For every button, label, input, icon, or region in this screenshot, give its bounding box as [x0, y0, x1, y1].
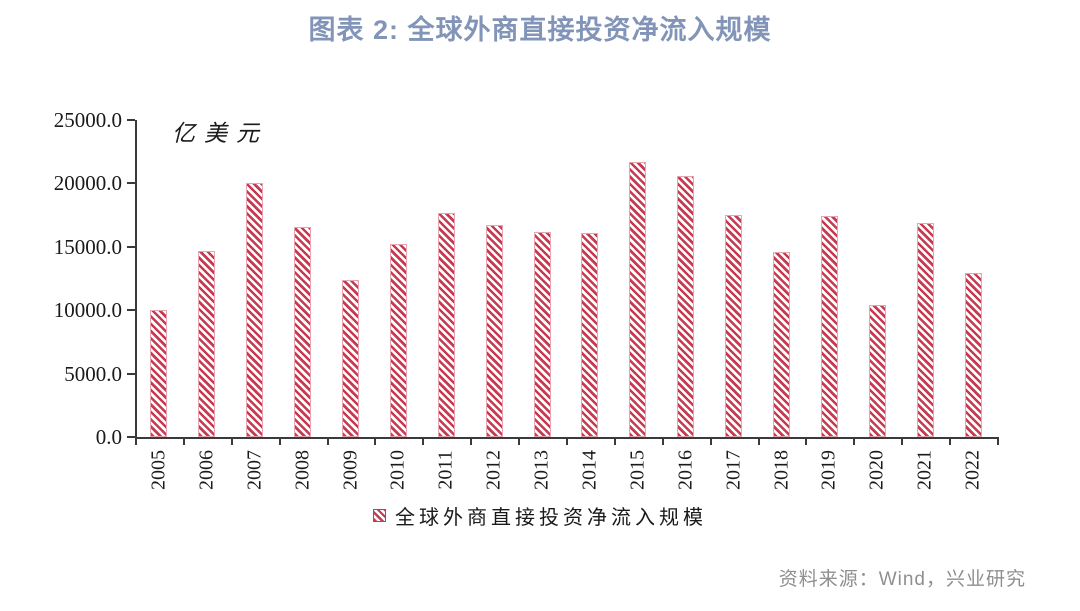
x-axis-label: 2013: [530, 450, 553, 490]
x-axis-label: 2007: [243, 450, 266, 490]
y-tick: [127, 436, 135, 438]
x-tick: [230, 439, 233, 445]
x-axis-label: 2012: [482, 450, 505, 490]
x-tick: [182, 439, 185, 445]
bar: [868, 305, 886, 437]
bar: [677, 175, 695, 437]
chart-title: 图表 2: 全球外商直接投资净流入规模: [308, 15, 772, 45]
x-axis-label: 2021: [913, 450, 936, 490]
bar: [964, 273, 982, 437]
x-axis-label: 2017: [722, 450, 745, 490]
legend-label: 全球外商直接投资净流入规模: [395, 507, 707, 529]
x-tick: [997, 439, 999, 445]
bar: [533, 231, 551, 437]
bar: [485, 225, 503, 437]
x-axis-label: 2020: [865, 450, 888, 490]
x-tick: [135, 439, 137, 445]
x-tick: [709, 439, 712, 445]
y-tick-label: 10000.0: [53, 298, 122, 323]
x-axis-label: 2006: [195, 450, 218, 490]
bar: [725, 215, 743, 437]
x-tick: [757, 439, 760, 445]
x-axis-label: 2018: [770, 450, 792, 490]
bar: [389, 244, 407, 437]
x-axis-label: 2016: [674, 450, 697, 490]
x-tick: [949, 439, 952, 445]
x-tick: [661, 439, 664, 445]
x-axis-label: 2014: [578, 450, 601, 490]
y-tick: [127, 245, 135, 248]
x-axis-label: 2005: [147, 450, 170, 490]
x-axis-label: 2019: [817, 450, 840, 490]
x-tick: [326, 439, 329, 445]
data-source-note: 资料来源：Wind，兴业研究: [778, 569, 1026, 590]
x-axis-label: 2015: [626, 450, 649, 490]
bar: [773, 251, 790, 437]
x-tick: [613, 439, 616, 445]
x-tick: [518, 439, 521, 445]
x-axis-label: 2022: [961, 450, 984, 490]
x-tick: [422, 439, 425, 445]
x-axis-line: [135, 437, 999, 439]
y-tick: [127, 119, 135, 121]
x-tick: [901, 439, 904, 445]
bar: [916, 222, 934, 437]
bar: [150, 310, 168, 437]
x-tick: [374, 439, 377, 445]
y-tick: [127, 372, 135, 375]
bar: [246, 183, 264, 437]
x-axis-label: 2011: [434, 450, 457, 490]
bar: [294, 226, 312, 437]
legend: 全球外商直接投资净流入规模: [0, 501, 1080, 530]
x-axis-label: 2008: [291, 450, 314, 490]
bar: [198, 250, 216, 437]
bar: [342, 279, 359, 437]
y-tick-label: 5000.0: [64, 361, 122, 386]
y-tick-label: 25000.0: [53, 108, 122, 132]
bar: [629, 161, 647, 437]
y-tick-label: 15000.0: [53, 234, 122, 259]
x-tick: [566, 439, 568, 445]
y-tick: [127, 309, 135, 312]
y-axis-line: [135, 120, 137, 439]
x-tick: [470, 439, 473, 445]
bar: [820, 216, 838, 437]
y-tick-label: 0.0: [95, 425, 122, 449]
x-axis-label: 2009: [339, 450, 361, 490]
bar: [581, 232, 599, 437]
y-axis-unit-label: 亿美元: [172, 121, 268, 146]
bar: [437, 212, 455, 437]
x-tick: [853, 439, 856, 445]
legend-hatch-swatch-icon: [373, 509, 386, 522]
y-tick-label: 20000.0: [53, 171, 122, 196]
x-axis-label: 2010: [386, 450, 409, 490]
y-tick: [127, 182, 135, 185]
x-tick: [805, 439, 808, 445]
x-tick: [278, 439, 281, 445]
